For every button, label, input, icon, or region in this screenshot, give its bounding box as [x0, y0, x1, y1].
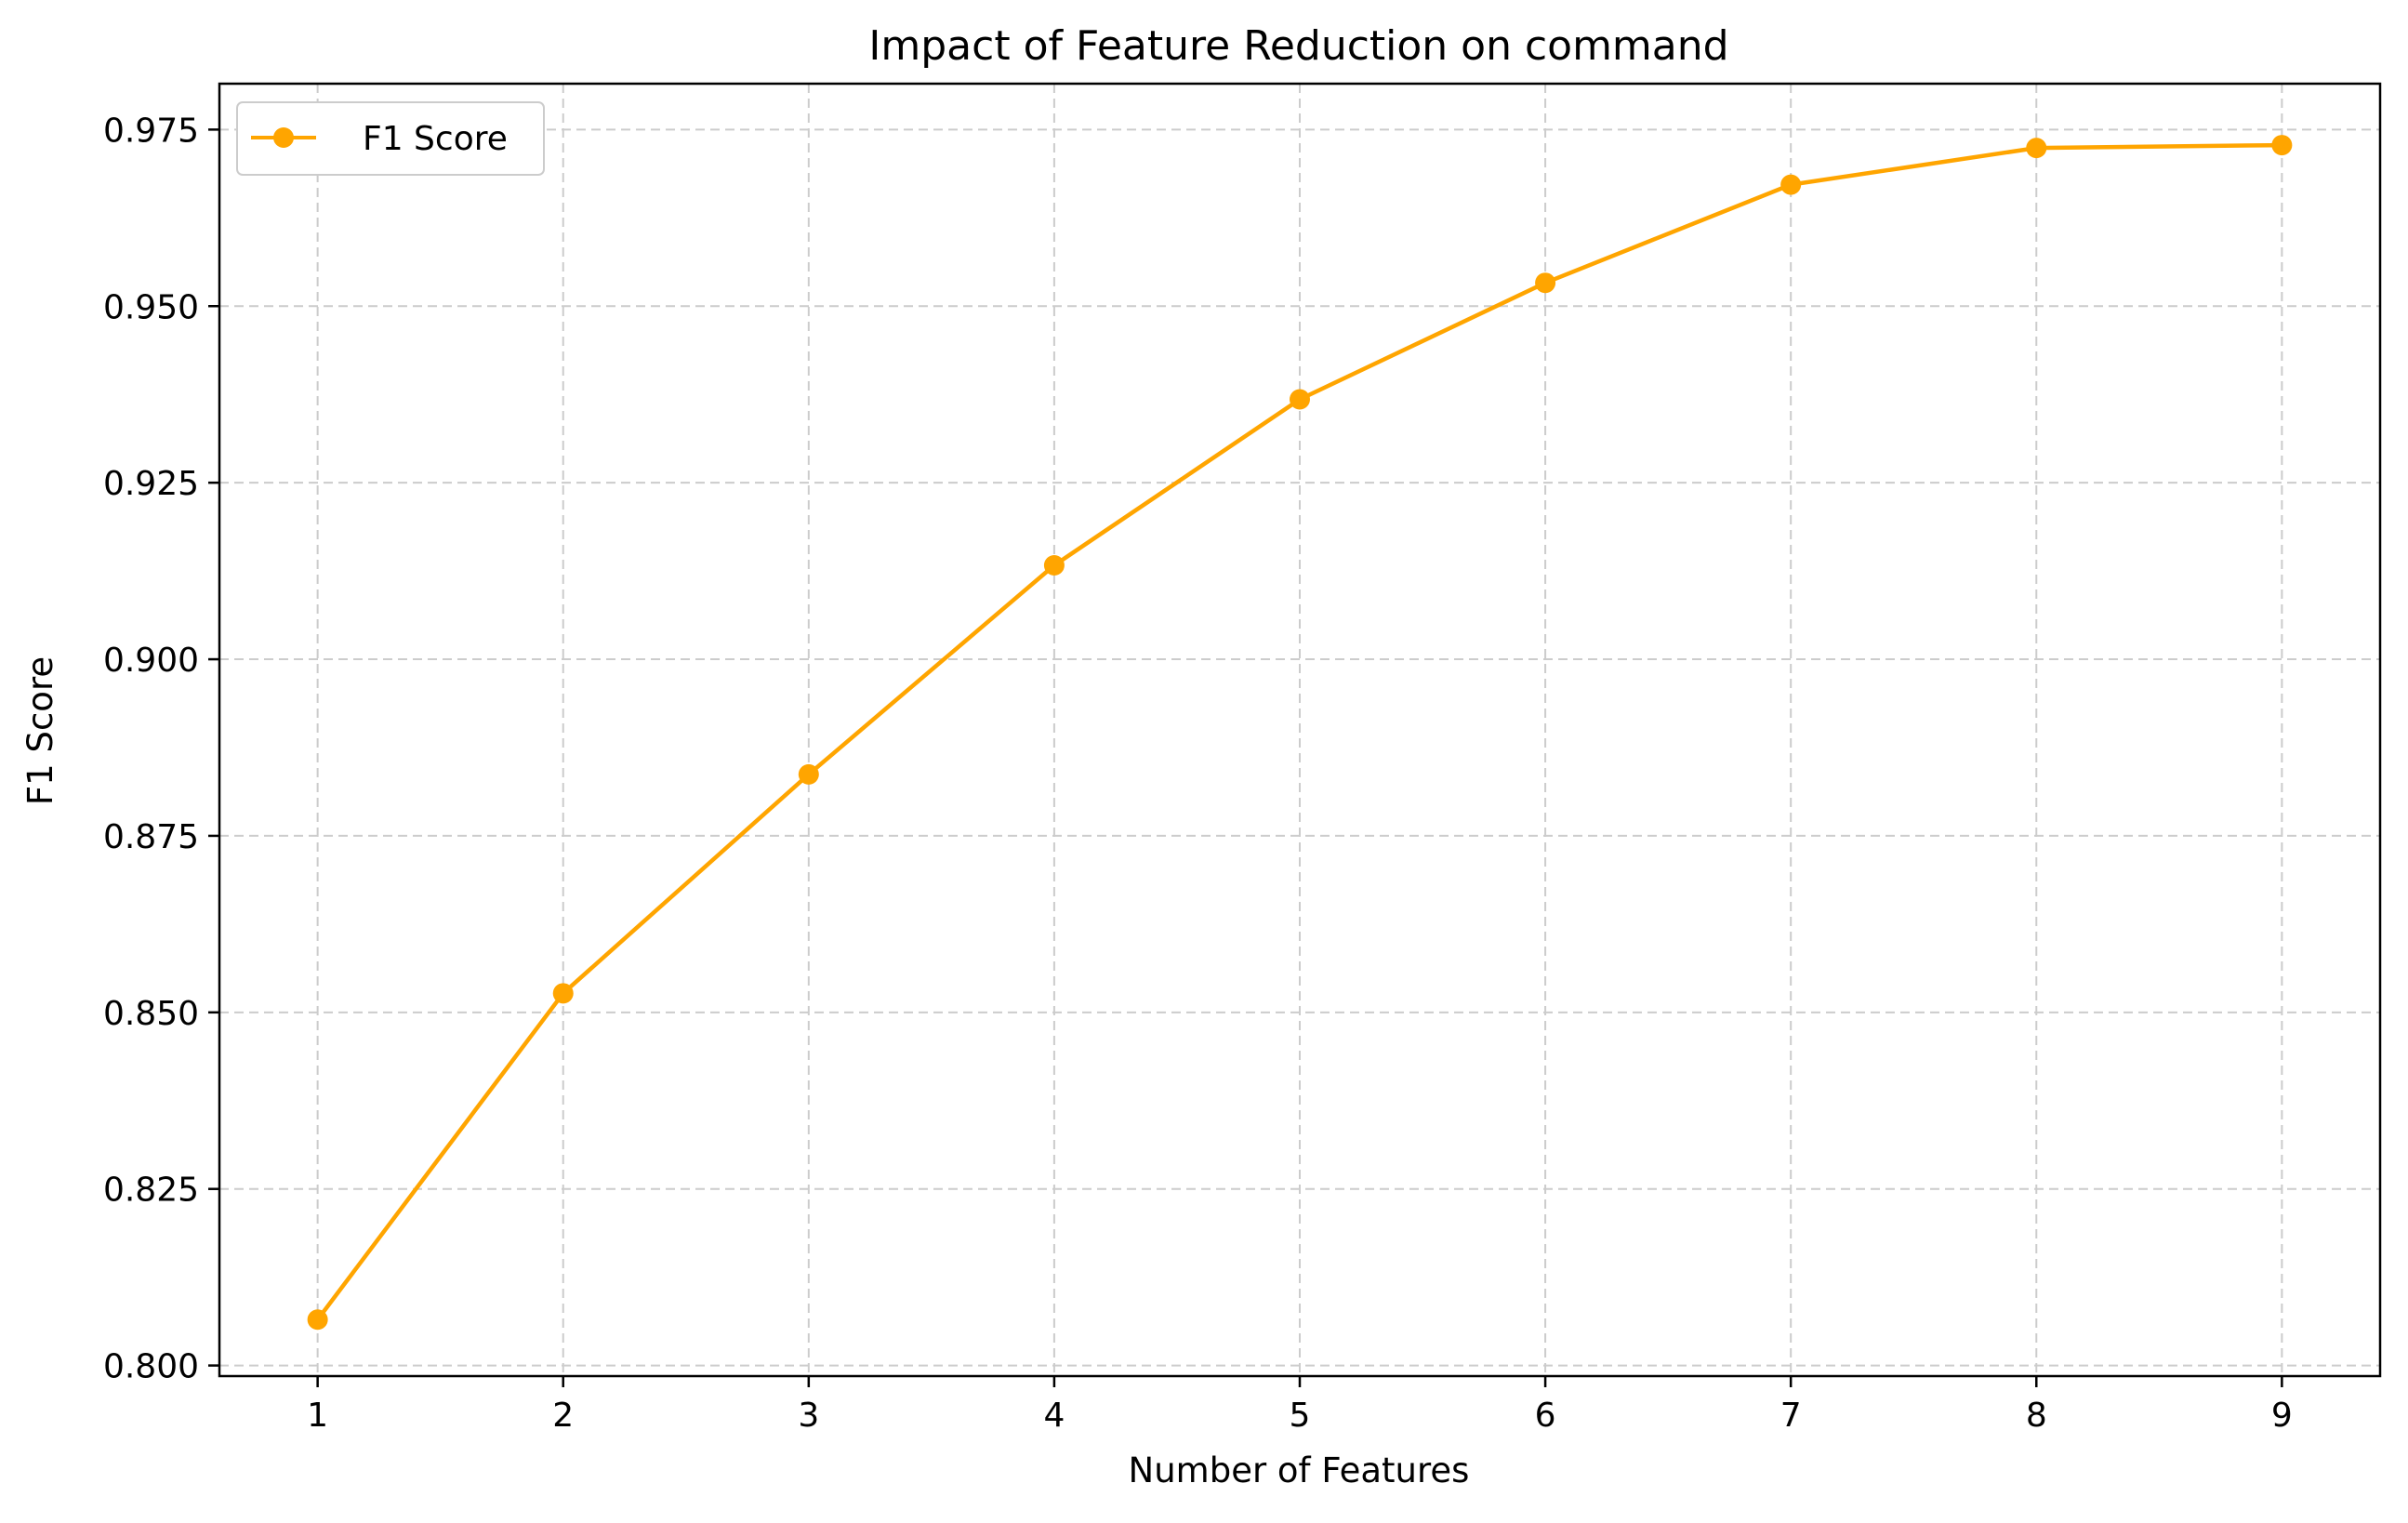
x-tick-label: 1: [307, 1397, 328, 1435]
data-point: [1290, 389, 1310, 410]
y-tick-label: 0.900: [103, 642, 199, 680]
y-tick-label: 0.925: [103, 465, 199, 503]
x-tick-label: 7: [1780, 1397, 1802, 1435]
legend-marker-swatch: [273, 127, 294, 148]
data-point: [552, 983, 574, 1004]
x-tick-label: 9: [2271, 1397, 2293, 1435]
x-tick-label: 3: [798, 1397, 819, 1435]
data-point: [2026, 138, 2047, 159]
y-tick-label: 0.975: [103, 112, 199, 150]
data-point: [307, 1309, 328, 1331]
data-point: [798, 763, 819, 785]
x-tick-label: 8: [2026, 1397, 2047, 1435]
y-tick-label: 0.825: [103, 1172, 199, 1210]
y-tick-label: 0.800: [103, 1348, 199, 1386]
legend: F1 Score: [236, 101, 545, 176]
legend-label-f1-score: F1 Score: [363, 120, 508, 158]
x-axis-label: Number of Features: [1129, 1450, 1470, 1490]
grid-lines: [219, 84, 2380, 1376]
legend-box: [236, 101, 545, 176]
x-tick-label: 2: [552, 1397, 574, 1435]
y-tick-label: 0.875: [103, 818, 199, 856]
series-layer: [307, 135, 2293, 1331]
x-tick-label: 5: [1290, 1397, 1311, 1435]
y-axis-label: F1 Score: [20, 656, 60, 805]
data-point: [2271, 135, 2293, 156]
data-point: [1535, 272, 1556, 294]
axis-ticks: 1 2 3 4 5 6 7 8 9 0.800 0.825 0.850 0.875 0.900 0.925 0…: [103, 112, 2293, 1435]
x-tick-label: 4: [1043, 1397, 1065, 1435]
y-tick-label: 0.950: [103, 288, 199, 326]
y-tick-label: 0.850: [103, 995, 199, 1033]
x-tick-label: 6: [1535, 1397, 1556, 1435]
data-point: [1780, 174, 1802, 195]
chart-title: Impact of Feature Reduction on command: [868, 22, 1728, 70]
data-point: [1043, 555, 1065, 576]
